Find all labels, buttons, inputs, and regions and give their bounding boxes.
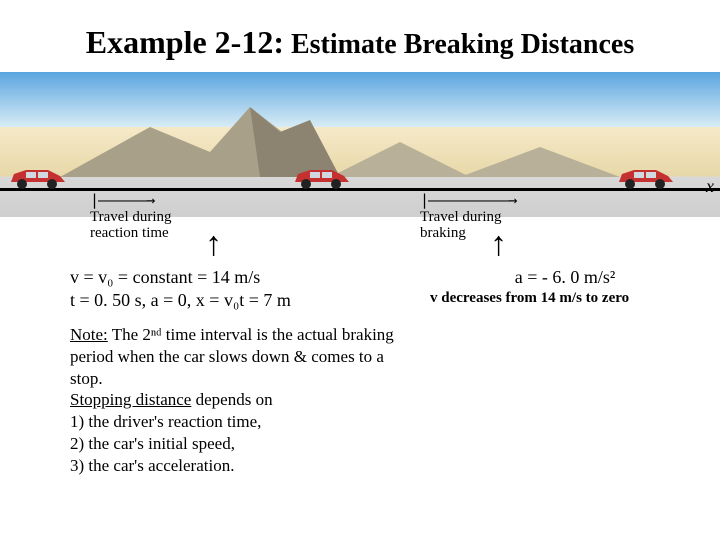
phase-reaction-line1: v = v₀ = constant = 14 m/s	[70, 266, 380, 289]
car-stopped	[616, 164, 676, 190]
segment-reaction-line2: reaction time	[90, 225, 290, 242]
up-arrow-reaction: ↑	[205, 226, 222, 264]
note-stopping-distance: Stopping distance	[70, 390, 191, 409]
phase-reaction-text: v = v₀ = constant = 14 m/s t = 0. 50 s, …	[70, 266, 380, 311]
title-main: Example 2-12:	[86, 24, 284, 60]
car-after-reaction	[292, 164, 352, 190]
note-item-3: 3) the car's acceleration.	[70, 456, 234, 475]
segment-reaction-arrow: |——————→	[90, 192, 290, 209]
diagram-scene: x |——————→ Travel during reaction time |…	[0, 72, 720, 217]
phase-braking-main: a = - 6. 0 m/s²	[430, 266, 700, 289]
segment-braking-label: |——————————→ Travel during braking	[420, 192, 620, 242]
phase-braking-text: a = - 6. 0 m/s² v decreases from 14 m/s …	[430, 266, 700, 307]
title-sub: Estimate Breaking Distances	[291, 29, 634, 60]
note-lead: Note:	[70, 325, 108, 344]
note-body1: The 2ⁿᵈ time interval is the actual brak…	[70, 325, 394, 388]
note-block: Note: The 2ⁿᵈ time interval is the actua…	[70, 324, 410, 476]
car-start	[8, 164, 68, 190]
phase-reaction-line2: t = 0. 50 s, a = 0, x = v₀t = 7 m	[70, 289, 380, 312]
phase-braking-sub: v decreases from 14 m/s to zero	[430, 289, 700, 308]
x-axis-label: x	[706, 176, 714, 197]
segment-braking-line2: braking	[420, 225, 620, 242]
note-item-1: 1) the driver's reaction time,	[70, 412, 261, 431]
slide-title: Example 2-12: Estimate Breaking Distance…	[0, 24, 720, 61]
segment-braking-line1: Travel during	[420, 209, 620, 226]
segment-reaction-line1: Travel during	[90, 209, 290, 226]
segment-reaction-label: |——————→ Travel during reaction time	[90, 192, 290, 242]
note-item-2: 2) the car's initial speed,	[70, 434, 235, 453]
segment-braking-arrow: |——————————→	[420, 192, 620, 209]
up-arrow-braking: ↑	[490, 226, 507, 264]
note-stopd-tail: depends on	[191, 390, 272, 409]
